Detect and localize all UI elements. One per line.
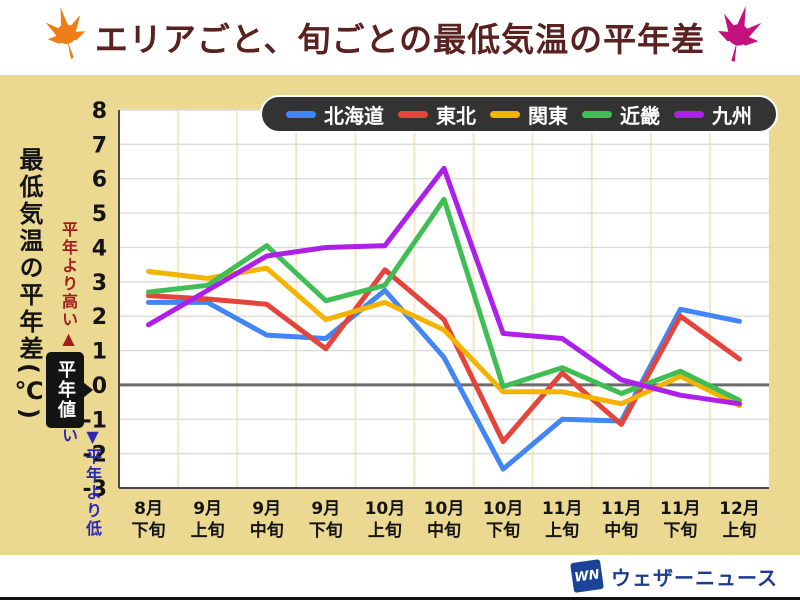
legend-color-dash (674, 110, 704, 118)
legend-color-dash (286, 110, 316, 118)
maple-leaf-icon (718, 5, 762, 62)
maple-leaf-stem (731, 41, 737, 62)
legend-color-dash (398, 110, 428, 118)
up-arrow-icon: ▲ (59, 329, 78, 350)
maple-leaf-stem (67, 40, 74, 59)
legend-color-dash (490, 110, 520, 118)
y-tick-label: -3 (83, 477, 107, 502)
legend-item: 関東 (490, 100, 568, 129)
chart-legend: 北海道 東北 関東 近畿 九州 (260, 95, 778, 133)
y-tick-label: 3 (92, 271, 107, 296)
maple-leaf-center (727, 24, 750, 46)
legend-label: 東北 (436, 103, 476, 128)
series-line-九州 (146, 165, 742, 407)
x-tick-label: 9月下旬 (309, 499, 343, 541)
y-tick-label: 4 (92, 236, 107, 261)
y-tick-label: 1 (92, 340, 107, 365)
legend-label: 近畿 (620, 103, 660, 128)
down-arrow-icon: ▼ (83, 427, 102, 448)
y-tick-label: 8 (92, 99, 107, 124)
legend-item: 九州 (674, 100, 752, 129)
legend-label: 九州 (712, 103, 752, 128)
above-normal-label: 平年より高い▲ (56, 221, 80, 350)
above-normal-text: 平年より高い (59, 221, 78, 329)
legend-label: 関東 (528, 103, 568, 128)
y-axis-title: 最低気温の平年差(℃) (15, 147, 43, 422)
series-line-関東 (146, 265, 742, 408)
header: エリアごと、旬ごとの最低気温の平年差 (0, 0, 800, 75)
legend-item: 北海道 (286, 100, 384, 129)
maple-leaf-center (56, 24, 77, 44)
y-tick-label: -1 (83, 408, 107, 433)
legend-label: 北海道 (324, 103, 384, 128)
footer: WN ウェザーニュース (0, 555, 800, 597)
x-tick-label: 11月上旬 (542, 499, 583, 541)
line-chart: 8 7 6 5 4 3 2 1 0 -1 -2 -3 8月下旬 9月上旬 9月中旬 9月下旬 10月上旬 10月中… (83, 99, 769, 541)
y-tick-label: 2 (92, 305, 107, 330)
weathernews-logo-text: ウェザーニュース (611, 565, 778, 590)
y-tick-label: 5 (92, 202, 107, 227)
legend-item: 東北 (398, 100, 476, 129)
x-tick-label: 10月下旬 (483, 499, 524, 541)
x-tick-label: 10月上旬 (365, 499, 406, 541)
x-tick-label: 9月中旬 (250, 499, 284, 541)
below-normal-text: 平年より低い (59, 427, 102, 538)
below-normal-label: ▼平年より低い (56, 427, 104, 555)
bottom-bar (0, 597, 800, 600)
chart-area: 8 7 6 5 4 3 2 1 0 -1 -2 -3 8月下旬 9月上旬 9月中旬 9月下旬 10月上旬 10月中… (0, 75, 800, 555)
legend-item: 近畿 (582, 100, 660, 129)
x-tick-label: 10月中旬 (424, 499, 465, 541)
normal-value-badge: 平年値 (46, 352, 84, 428)
y-tick-label: 0 (92, 374, 107, 399)
maple-leaf-icon (45, 7, 86, 59)
weathernews-logo-icon: WN (570, 559, 604, 593)
x-tick-label: 12月上旬 (719, 499, 760, 541)
x-tick-label: 9月上旬 (191, 499, 225, 541)
page-title: エリアごと、旬ごとの最低気温の平年差 (94, 20, 706, 59)
x-tick-label: 8月下旬 (132, 499, 166, 541)
y-tick-label: 6 (92, 168, 107, 193)
y-tick-label: 7 (92, 133, 107, 158)
legend-color-dash (582, 110, 612, 118)
x-tick-label: 11月中旬 (601, 499, 642, 541)
y-tick-label: -2 (83, 443, 107, 468)
x-tick-label: 11月下旬 (660, 499, 701, 541)
